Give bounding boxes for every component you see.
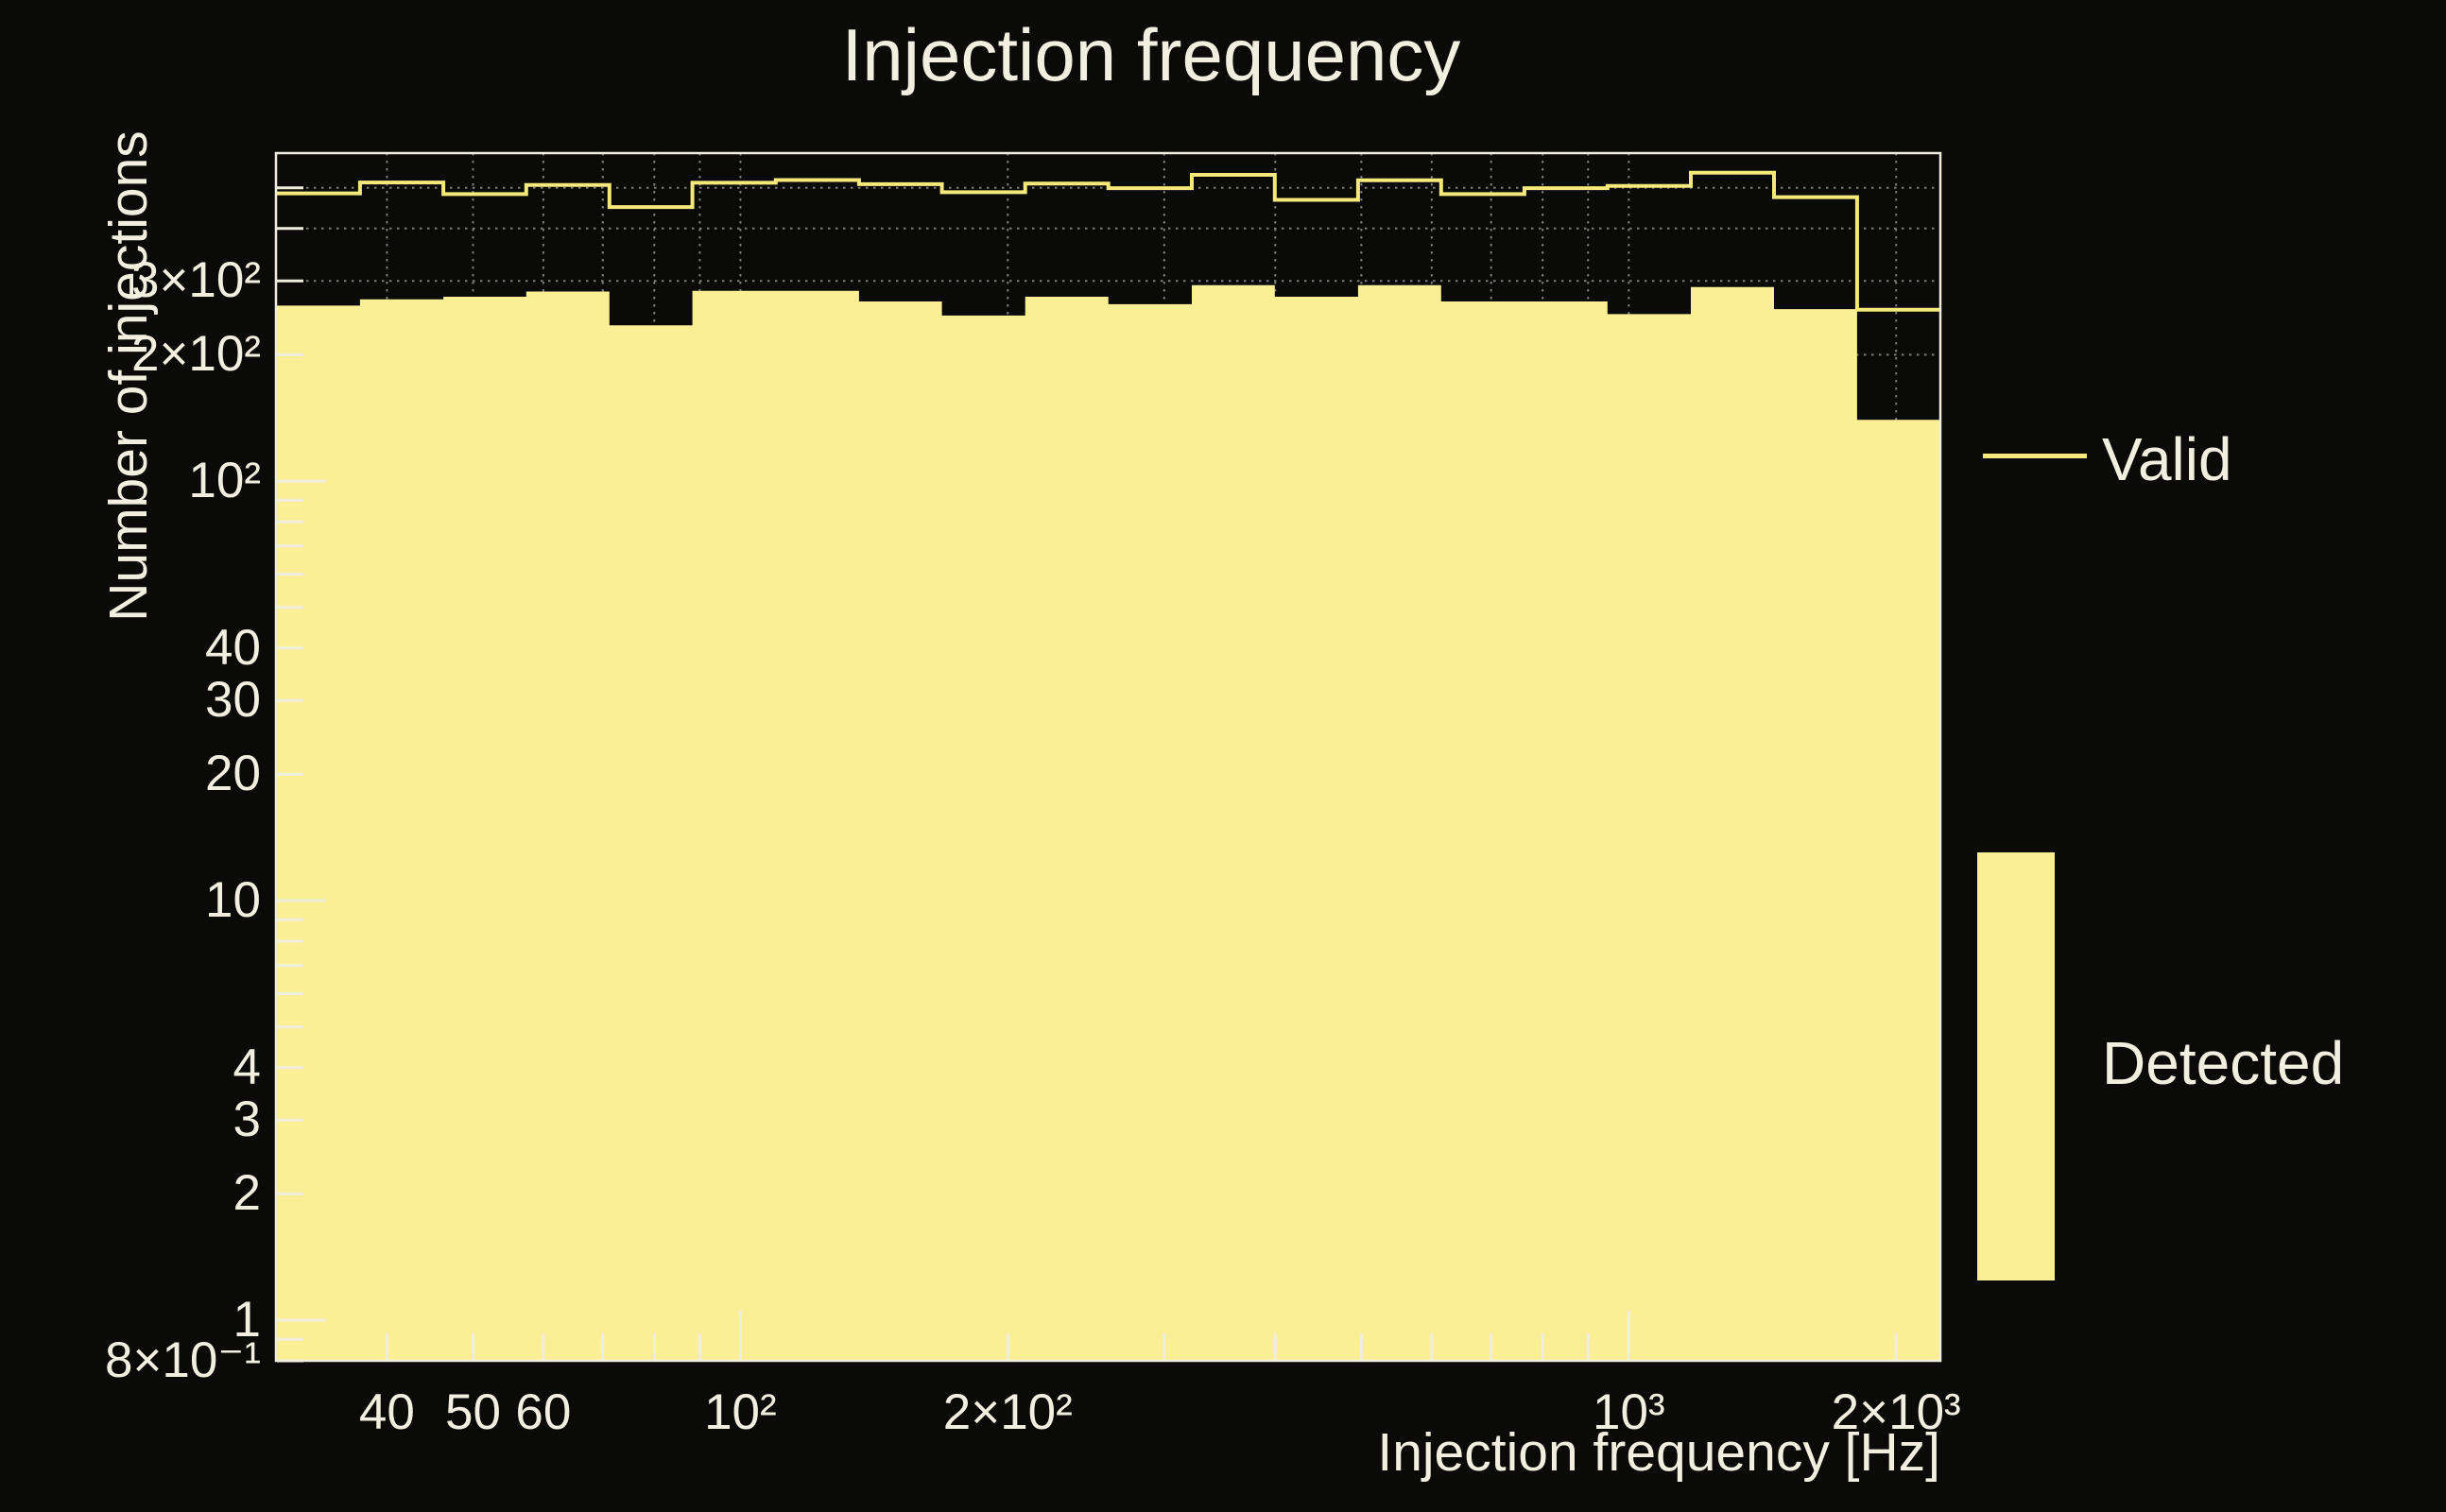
y-tick-label: 3×10² bbox=[130, 252, 261, 309]
y-tick-label: 2 bbox=[233, 1165, 261, 1222]
x-tick-label: 10³ bbox=[1592, 1384, 1665, 1440]
x-tick-label: 10² bbox=[704, 1384, 777, 1440]
y-tick-label: 20 bbox=[205, 746, 261, 802]
detected-histogram-fill bbox=[276, 284, 1940, 1361]
y-tick-label: 10 bbox=[205, 872, 261, 928]
y-tick-label: 3 bbox=[233, 1091, 261, 1148]
valid-line-swatch bbox=[1983, 454, 2087, 458]
y-axis-label: Number of injections bbox=[98, 130, 159, 622]
chart-title: Injection frequency bbox=[841, 13, 1461, 96]
valid-histogram-line bbox=[276, 170, 1940, 312]
y-tick-label: 30 bbox=[205, 672, 261, 729]
legend-label-detected: Detected bbox=[2102, 1029, 2345, 1097]
axes-frame bbox=[274, 151, 1942, 1363]
y-tick-label: 2×10² bbox=[130, 326, 261, 383]
x-tick-label: 40 bbox=[358, 1384, 415, 1440]
legend-label-valid: Valid bbox=[2102, 425, 2232, 493]
x-tick-label: 2×10² bbox=[942, 1384, 1073, 1440]
y-tick-label: 40 bbox=[205, 619, 261, 676]
x-tick-label: 60 bbox=[515, 1384, 572, 1440]
x-axis-label: Injection frequency [Hz] bbox=[1377, 1422, 1940, 1483]
y-tick-label: 4 bbox=[233, 1039, 261, 1095]
y-tick-label: 8×10⁻¹ bbox=[104, 1332, 261, 1388]
x-tick-label: 2×10³ bbox=[1831, 1384, 1961, 1440]
y-tick-label: 1 bbox=[233, 1292, 261, 1348]
y-tick-label: 10² bbox=[188, 453, 261, 509]
detected-box-swatch bbox=[1977, 852, 2055, 1280]
x-tick-label: 50 bbox=[445, 1384, 501, 1440]
